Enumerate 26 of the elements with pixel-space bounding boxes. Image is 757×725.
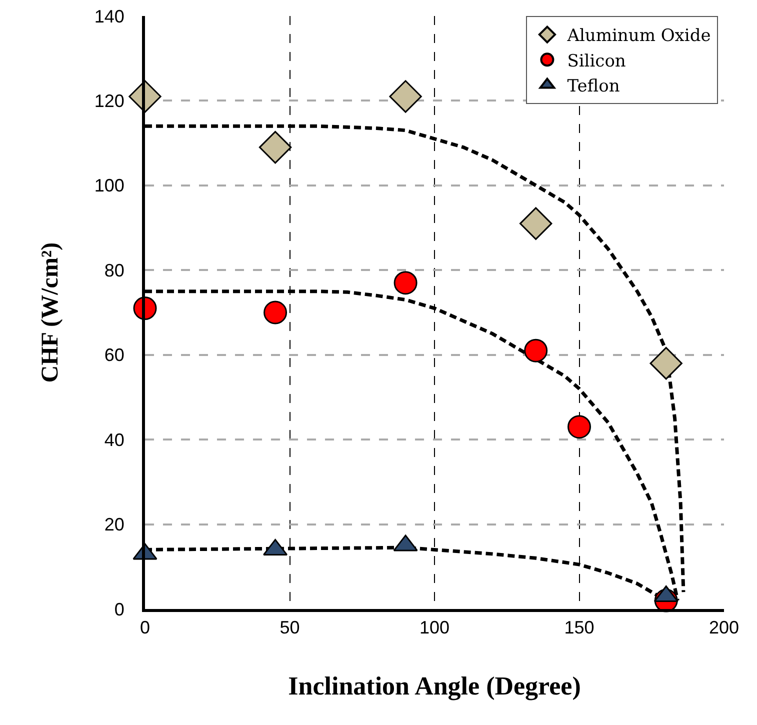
legend-label: Teflon [567,76,620,96]
y-axis-title: CHF (W/cm²) [37,242,64,383]
x-tick-label: 200 [708,618,740,638]
y-tick-label: 40 [104,430,124,450]
point [568,415,591,439]
point [650,346,682,380]
point [258,130,292,164]
point [524,338,548,362]
x-tick-label: 0 [140,618,150,638]
y-tick-label: 100 [94,176,124,196]
y-tick-label: 60 [104,345,124,366]
y-tick-label: 80 [104,260,124,280]
x-axis-title: Inclination Angle (Degree) [288,671,581,700]
y-tick-label: 20 [104,514,124,535]
y-tick-label: 120 [94,91,124,112]
point [264,300,288,324]
x-tick-label: 150 [564,618,594,638]
point [389,80,422,113]
x-tick-label: 50 [280,618,300,638]
y-tick-label: 0 [114,599,124,620]
point [394,271,418,295]
y-tick-label: 140 [94,6,124,26]
legend-label: Aluminum Oxide [566,26,711,46]
point [519,207,552,240]
legend-label: Silicon [567,51,626,72]
x-tick-label: 100 [419,618,450,638]
